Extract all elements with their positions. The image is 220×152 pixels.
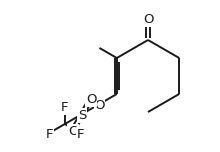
Text: F: F <box>61 101 69 114</box>
Text: S: S <box>78 109 86 122</box>
Text: O: O <box>68 125 79 138</box>
Text: O: O <box>94 99 105 112</box>
Text: O: O <box>143 13 153 26</box>
Text: F: F <box>46 128 53 141</box>
Text: O: O <box>86 93 96 106</box>
Text: F: F <box>77 128 84 141</box>
